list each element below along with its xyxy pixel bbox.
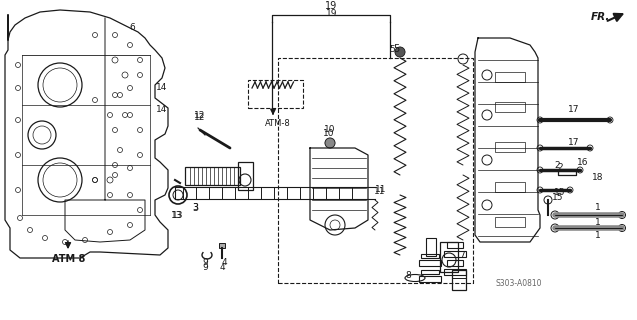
Bar bbox=[495, 217, 525, 227]
Bar bbox=[421, 270, 439, 274]
Bar bbox=[444, 269, 466, 275]
Text: 1: 1 bbox=[595, 203, 601, 212]
Text: 9: 9 bbox=[202, 262, 208, 271]
Text: 12: 12 bbox=[194, 111, 206, 120]
Bar bbox=[495, 102, 525, 112]
Text: 10: 10 bbox=[324, 125, 336, 134]
Circle shape bbox=[325, 138, 335, 148]
Text: 1: 1 bbox=[595, 218, 601, 227]
Bar bbox=[558, 169, 576, 175]
Text: 3: 3 bbox=[192, 203, 198, 213]
Bar bbox=[421, 254, 439, 258]
Text: 14: 14 bbox=[156, 84, 168, 92]
Text: 17: 17 bbox=[568, 138, 580, 147]
Text: 1: 1 bbox=[595, 231, 601, 240]
Bar bbox=[419, 276, 441, 282]
Bar bbox=[452, 270, 466, 290]
Text: S303-A0810: S303-A0810 bbox=[495, 279, 541, 288]
Text: 6: 6 bbox=[129, 22, 135, 31]
Bar bbox=[278, 58, 473, 283]
Bar bbox=[495, 142, 525, 152]
Text: 7: 7 bbox=[459, 251, 465, 260]
Text: 9: 9 bbox=[202, 258, 208, 267]
Bar bbox=[426, 238, 436, 256]
Text: 13: 13 bbox=[172, 211, 183, 220]
Bar bbox=[440, 242, 458, 272]
Text: 4: 4 bbox=[219, 262, 225, 271]
Bar bbox=[447, 260, 463, 266]
Bar bbox=[419, 260, 441, 266]
Text: 3: 3 bbox=[192, 204, 198, 212]
Text: 12: 12 bbox=[194, 114, 206, 123]
Text: 5: 5 bbox=[389, 45, 395, 54]
Text: 5: 5 bbox=[393, 44, 399, 54]
Bar bbox=[444, 251, 466, 257]
Text: 8: 8 bbox=[405, 270, 411, 279]
Text: 10: 10 bbox=[323, 129, 335, 138]
Bar bbox=[447, 242, 463, 248]
Text: 17: 17 bbox=[568, 105, 580, 114]
Text: ATM 8: ATM 8 bbox=[52, 254, 85, 264]
Text: 15: 15 bbox=[552, 194, 564, 203]
Text: 11: 11 bbox=[375, 185, 387, 194]
Text: 16: 16 bbox=[577, 158, 589, 167]
Text: 13: 13 bbox=[171, 211, 183, 220]
Text: 19: 19 bbox=[326, 9, 338, 18]
Text: 2: 2 bbox=[557, 163, 563, 172]
Text: 2: 2 bbox=[554, 161, 560, 170]
Bar bbox=[219, 243, 225, 248]
Bar bbox=[248, 80, 303, 108]
Text: 19: 19 bbox=[325, 1, 337, 11]
Text: 11: 11 bbox=[375, 188, 386, 196]
Text: FR.: FR. bbox=[591, 12, 610, 22]
Bar bbox=[495, 72, 525, 82]
Bar bbox=[185, 167, 240, 185]
Text: 14: 14 bbox=[156, 106, 168, 115]
Text: ATM-8: ATM-8 bbox=[265, 119, 290, 128]
Circle shape bbox=[395, 47, 405, 57]
Bar bbox=[495, 182, 525, 192]
Text: 15: 15 bbox=[554, 188, 566, 197]
Text: 18: 18 bbox=[592, 173, 604, 182]
Bar bbox=[238, 162, 253, 190]
Text: 4: 4 bbox=[221, 258, 227, 267]
